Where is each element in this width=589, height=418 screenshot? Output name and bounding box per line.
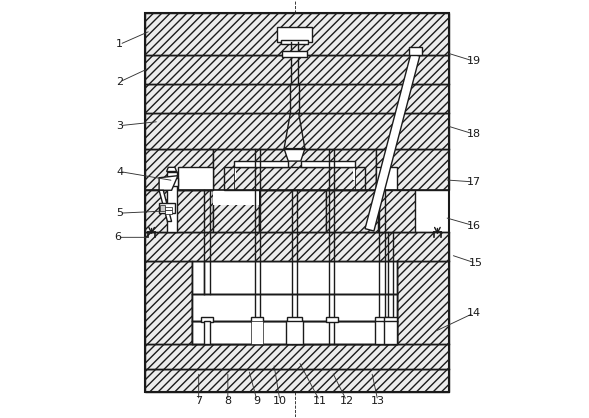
- Polygon shape: [284, 148, 305, 161]
- Bar: [282, 51, 307, 57]
- Polygon shape: [167, 167, 177, 171]
- Text: 3: 3: [116, 121, 123, 131]
- Bar: [193, 321, 396, 344]
- Polygon shape: [376, 167, 396, 190]
- Text: 7: 7: [195, 396, 202, 405]
- Bar: [378, 190, 415, 232]
- Bar: [144, 84, 449, 113]
- Bar: [213, 148, 376, 190]
- Bar: [326, 317, 338, 322]
- Bar: [160, 205, 166, 211]
- Bar: [159, 203, 175, 213]
- Bar: [144, 148, 213, 190]
- Bar: [326, 190, 396, 232]
- Bar: [259, 190, 326, 232]
- Text: 4: 4: [116, 166, 123, 176]
- Bar: [376, 148, 449, 190]
- Bar: [375, 321, 389, 344]
- Text: 15: 15: [469, 258, 483, 268]
- Bar: [213, 190, 259, 205]
- Text: 10: 10: [273, 396, 287, 405]
- Bar: [144, 232, 449, 261]
- Bar: [144, 13, 449, 55]
- Bar: [277, 26, 312, 42]
- Bar: [164, 207, 172, 210]
- Bar: [144, 113, 449, 148]
- Bar: [193, 261, 396, 344]
- Bar: [144, 190, 213, 232]
- Bar: [286, 321, 303, 344]
- Bar: [353, 167, 355, 180]
- Text: 16: 16: [466, 221, 481, 231]
- Polygon shape: [365, 54, 420, 231]
- Polygon shape: [159, 190, 171, 222]
- Bar: [224, 167, 365, 190]
- Polygon shape: [234, 161, 288, 167]
- Bar: [213, 190, 259, 232]
- Text: 1: 1: [116, 39, 123, 49]
- Bar: [409, 47, 422, 55]
- Text: 6: 6: [114, 232, 121, 242]
- Polygon shape: [159, 176, 178, 190]
- Text: 12: 12: [339, 396, 353, 405]
- Bar: [383, 317, 397, 322]
- Bar: [201, 317, 213, 322]
- Text: 18: 18: [466, 129, 481, 139]
- Text: 19: 19: [466, 56, 481, 66]
- Bar: [281, 40, 308, 44]
- Bar: [193, 294, 396, 321]
- Text: 2: 2: [116, 77, 123, 87]
- Bar: [383, 321, 397, 344]
- Bar: [396, 261, 449, 344]
- Text: 13: 13: [371, 396, 385, 405]
- Bar: [144, 370, 449, 393]
- Text: 9: 9: [253, 396, 260, 405]
- Bar: [144, 344, 449, 370]
- Bar: [234, 167, 236, 180]
- Polygon shape: [178, 167, 213, 190]
- Bar: [251, 317, 263, 322]
- Bar: [166, 210, 171, 214]
- Bar: [204, 321, 210, 344]
- Bar: [251, 321, 263, 344]
- Text: 5: 5: [116, 208, 123, 218]
- Text: 14: 14: [466, 308, 481, 318]
- Bar: [144, 13, 449, 393]
- Bar: [165, 178, 178, 186]
- Polygon shape: [301, 161, 355, 167]
- Bar: [167, 171, 177, 232]
- Text: 17: 17: [466, 177, 481, 187]
- Bar: [144, 261, 193, 344]
- Text: 11: 11: [313, 396, 326, 405]
- Bar: [287, 317, 302, 322]
- Bar: [375, 317, 389, 322]
- Text: 8: 8: [224, 396, 231, 405]
- Bar: [144, 55, 449, 84]
